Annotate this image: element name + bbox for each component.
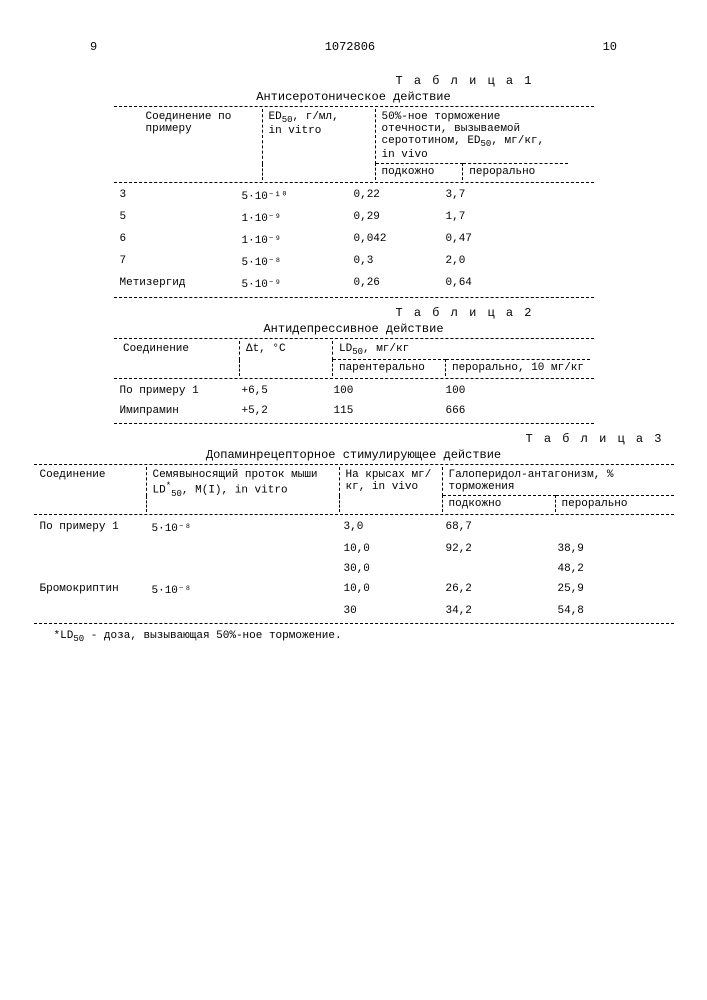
page-center: 1072806 — [325, 40, 375, 54]
cell: 0,22 — [348, 185, 440, 207]
cell: 0,29 — [348, 207, 440, 229]
cell: 1·10⁻⁹ — [236, 229, 348, 251]
divider — [34, 623, 674, 624]
cell: 2,0 — [440, 251, 594, 273]
cell — [146, 559, 338, 579]
cell: 3,0 — [338, 517, 440, 539]
table3-body: По примеру 15·10⁻⁸3,068,7 10,092,238,9 3… — [34, 517, 674, 621]
table1-h-c3a: подкожно — [375, 164, 463, 181]
table1-h-c3b: перорально — [463, 164, 568, 181]
cell: 5·10⁻⁸ — [236, 251, 348, 273]
cell: 6 — [114, 229, 236, 251]
divider — [34, 514, 674, 515]
table1-h-c2: ED50, г/мл, in vitro — [262, 109, 375, 180]
table3-h-c2: Семявыносящий проток мыши LD*50, M(I), i… — [146, 467, 339, 512]
table1-block: Т а б л и ц а 1 Антисеротоническое дейст… — [114, 74, 594, 298]
cell: 25,9 — [552, 579, 674, 601]
cell: Метизергид — [114, 273, 236, 295]
footnote: *LD50 - доза, вызывающая 50%-ное торможе… — [54, 630, 674, 644]
cell: +6,5 — [236, 381, 328, 401]
table1-label: Т а б л и ц а 1 — [114, 74, 534, 88]
cell: 5·10⁻⁸ — [146, 517, 338, 539]
cell: 100 — [440, 381, 594, 401]
cell: 115 — [328, 401, 440, 421]
cell: По примеру 1 — [34, 517, 146, 539]
divider — [114, 182, 594, 183]
table1-body: 35·10⁻¹⁰0,223,7 51·10⁻⁹0,291,7 61·10⁻⁹0,… — [114, 185, 594, 295]
table3-caption: Допаминрецепторное стимулирующее действи… — [34, 448, 674, 462]
divider — [114, 423, 594, 424]
cell: 38,9 — [552, 539, 674, 559]
cell: 0,3 — [348, 251, 440, 273]
table3-block: Т а б л и ц а 3 Допаминрецепторное стиму… — [34, 432, 674, 644]
table2-block: Т а б л и ц а 2 Антидепрессивное действи… — [114, 306, 594, 424]
cell: 10,0 — [338, 579, 440, 601]
table2: Соединение Δt, °C LD50, мг/кг парентерал… — [117, 341, 590, 376]
table2-h-c3a: парентерально — [332, 360, 445, 377]
divider — [114, 297, 594, 298]
divider — [114, 338, 594, 339]
cell: Имипрамин — [114, 401, 236, 421]
table1-caption: Антисеротоническое действие — [114, 90, 594, 104]
table2-h-c2: Δt, °C — [239, 341, 332, 376]
cell — [34, 539, 146, 559]
cell: 68,7 — [440, 517, 552, 539]
cell — [34, 601, 146, 621]
table3-h-c3: На крысах мг/кг, in vivo — [339, 467, 442, 512]
divider — [114, 378, 594, 379]
cell: 5·10⁻⁸ — [146, 579, 338, 601]
cell: 26,2 — [440, 579, 552, 601]
cell: 5·10⁻¹⁰ — [236, 185, 348, 207]
cell: 0,64 — [440, 273, 594, 295]
cell — [440, 559, 552, 579]
table2-h-c3: LD50, мг/кг — [332, 341, 590, 360]
cell: 100 — [328, 381, 440, 401]
table1-h-c3: 50%-ное торможение отечности, вызываемой… — [375, 109, 568, 164]
cell: 1,7 — [440, 207, 594, 229]
table2-h-c3b: перорально, 10 мг/кг — [445, 360, 590, 377]
cell: 3,7 — [440, 185, 594, 207]
cell: По примеру 1 — [114, 381, 236, 401]
cell: 666 — [440, 401, 594, 421]
table3: Соединение Семявыносящий проток мыши LD*… — [34, 467, 674, 512]
cell — [34, 559, 146, 579]
cell: 30 — [338, 601, 440, 621]
table1-h-c1: Соединение по примеру — [140, 109, 263, 180]
table2-body: По примеру 1+6,5100100 Имипрамин+5,21156… — [114, 381, 594, 421]
cell: 5·10⁻⁹ — [236, 273, 348, 295]
cell: 48,2 — [552, 559, 674, 579]
page-header: 9 1072806 10 — [30, 40, 677, 54]
cell: 0,26 — [348, 273, 440, 295]
cell: 1·10⁻⁹ — [236, 207, 348, 229]
cell: 3 — [114, 185, 236, 207]
cell — [552, 517, 674, 539]
table3-h-c4a: подкожно — [442, 496, 555, 513]
page-right: 10 — [603, 40, 617, 54]
table3-label: Т а б л и ц а 3 — [34, 432, 664, 446]
table3-h-c1: Соединение — [34, 467, 147, 512]
cell — [146, 601, 338, 621]
table2-label: Т а б л и ц а 2 — [114, 306, 534, 320]
cell: 0,47 — [440, 229, 594, 251]
table3-h-c4b: перорально — [555, 496, 674, 513]
cell: 0,042 — [348, 229, 440, 251]
cell: 7 — [114, 251, 236, 273]
table2-caption: Антидепрессивное действие — [114, 322, 594, 336]
cell: 5 — [114, 207, 236, 229]
cell — [146, 539, 338, 559]
cell: 92,2 — [440, 539, 552, 559]
cell: Бромокриптин — [34, 579, 146, 601]
divider — [34, 464, 674, 465]
divider — [114, 106, 594, 107]
cell: 10,0 — [338, 539, 440, 559]
cell: 30,0 — [338, 559, 440, 579]
cell: 34,2 — [440, 601, 552, 621]
table2-h-c1: Соединение — [117, 341, 240, 376]
table3-h-c4: Галоперидол-антагонизм, % торможения — [442, 467, 674, 496]
cell: +5,2 — [236, 401, 328, 421]
page-left: 9 — [90, 40, 97, 54]
table1: Соединение по примеру ED50, г/мл, in vit… — [140, 109, 568, 180]
cell: 54,8 — [552, 601, 674, 621]
